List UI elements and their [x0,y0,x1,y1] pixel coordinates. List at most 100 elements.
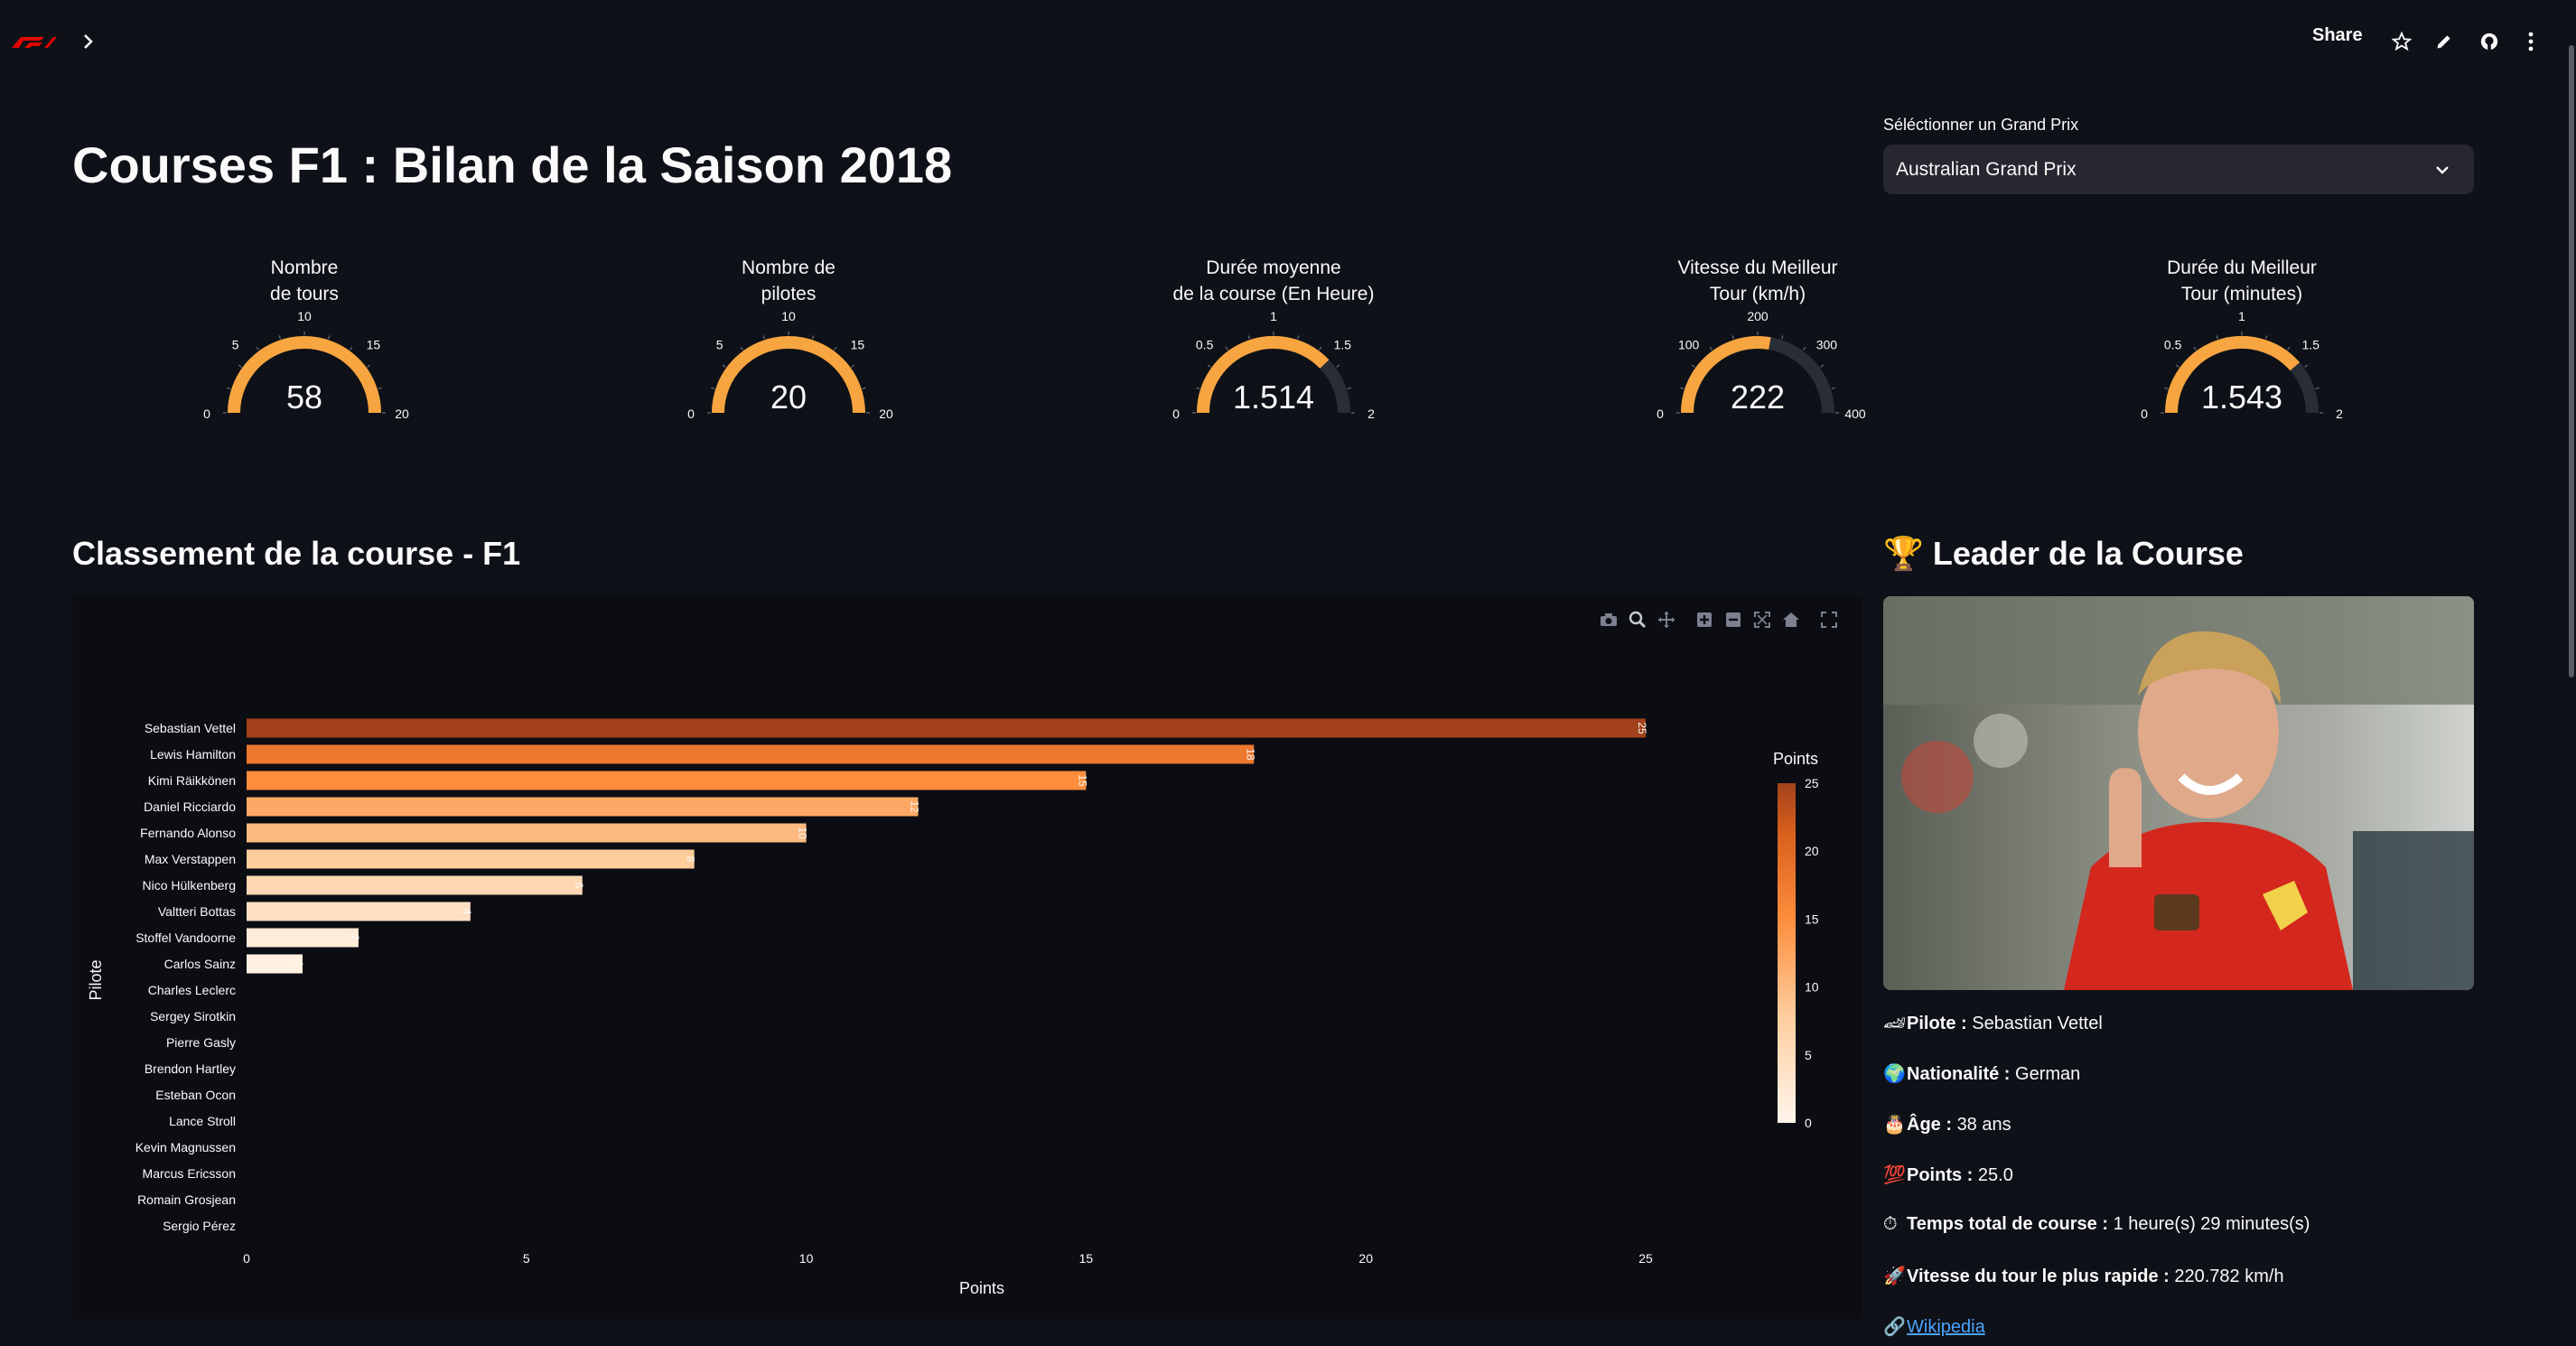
autoscale-icon[interactable] [1748,607,1777,632]
gp-select-value: Australian Grand Prix [1896,158,2077,180]
gauge-tick-mark [350,346,353,351]
y-tick-label: Stoffel Vandoorne [135,930,236,945]
bar[interactable] [247,902,471,921]
gauge-title: Durée moyenne de la course (En Heure) [1172,257,1375,304]
gauge-tick-label: 1 [2238,309,2245,323]
page-scrollbar[interactable] [2569,45,2574,678]
bar-value-label: 12 [909,800,921,813]
y-tick-label: Daniel Ricciardo [144,799,236,814]
gauge-bar [2165,336,2301,414]
github-icon[interactable] [2475,27,2504,56]
gauge-tick-mark [2287,346,2291,351]
gauge-tick-label: 1.5 [1334,338,1352,352]
gauge-tick-mark [2175,364,2179,368]
colorbar-tick-label: 25 [1805,776,1819,790]
y-tick-label: Romain Grosjean [137,1192,236,1207]
gauge-tick-label: 1 [1270,309,1277,323]
bar-value-label: 8 [685,856,697,863]
leader-photo [1883,596,2474,990]
zoom-icon[interactable] [1623,607,1652,632]
share-button[interactable]: Share [2312,25,2363,45]
gauge-title: Nombre de pilotes [742,257,835,304]
gp-select[interactable]: Australian Grand Prix [1883,145,2474,194]
gauge-tick-mark [1319,346,1322,351]
fullscreen-icon[interactable] [1815,607,1843,632]
gauge-4: Vitesse du Meilleur Tour (km/h) 0 100 200 300… [1613,255,1902,435]
gauge-tick-label: 0 [2141,407,2148,421]
zoom-out-icon[interactable] [1719,607,1748,632]
gauge-tick-label: 15 [367,338,381,352]
rocket-icon: 🚀 [1883,1267,1906,1286]
chevron-down-icon [2434,159,2450,181]
gauge-tick-label: 5 [232,338,239,352]
bar[interactable] [247,744,1255,764]
bar[interactable] [247,771,1087,790]
colorbar-tick-label: 15 [1805,911,1819,926]
more-vertical-icon[interactable] [2516,27,2545,56]
chevron-right-icon[interactable] [74,27,103,56]
y-tick-label: Nico Hülkenberg [143,878,237,893]
pan-icon[interactable] [1652,607,1681,632]
gauge-tick-mark [2193,346,2197,351]
gauge-title: Nombre de tours [270,257,339,304]
gauge-tick-label: 0 [1172,407,1180,421]
pencil-icon[interactable] [2430,27,2459,56]
leader-age: 🎂Âge : 38 ans [1883,1115,2011,1135]
hundred-points-icon: 💯 [1883,1165,1906,1185]
y-tick-label: Sebastian Vettel [145,721,236,735]
gauge-tick-label: 2 [1367,407,1375,421]
home-icon[interactable] [1777,607,1806,632]
y-tick-label: Kimi Räikkönen [148,773,236,788]
wikipedia-link[interactable]: Wikipedia [1907,1317,1985,1337]
gauge-tick-mark [834,346,837,351]
gauge-value: 222 [1731,379,1785,416]
race-car-icon: 🏎 [1883,1014,1907,1033]
star-icon[interactable] [2387,27,2416,56]
gauge-tick-mark [1207,364,1211,368]
leader-pilote: 🏎Pilote : Sebastian Vettel [1883,1014,2103,1033]
y-tick-label: Max Verstappen [145,852,236,866]
bar[interactable] [247,797,919,817]
gauge-tick-label: 300 [1816,338,1838,352]
chart-modebar [1594,607,1843,632]
bar-value-label: 18 [1244,748,1256,761]
gauge-tick-mark [2265,335,2268,340]
y-tick-label: Lewis Hamilton [150,747,236,762]
colorbar-title: Points [1773,750,1818,768]
leader-title: 🏆 Leader de la Course [1883,535,2244,572]
y-tick-label: Pierre Gasly [166,1035,236,1050]
y-tick-label: Carlos Sainz [164,957,236,971]
cake-icon: 🎂 [1883,1115,1906,1135]
y-axis-title: Pilote [87,959,105,1000]
y-tick-label: Marcus Ericsson [143,1166,236,1181]
ranking-title: Classement de la course - F1 [72,535,521,572]
bar[interactable] [247,718,1646,738]
bar[interactable] [247,823,807,843]
x-axis-title: Points [959,1279,1004,1297]
x-tick-label: 15 [1079,1251,1094,1266]
bar[interactable] [247,928,359,948]
f1-logo-icon[interactable] [7,27,58,56]
leader-nationalite: 🌍Nationalité : German [1883,1064,2081,1084]
y-tick-label: Esteban Ocon [155,1088,236,1102]
ranking-chart[interactable]: 25 18 15 12 10 8 6 4 2 1 Sebastian Vettel Lewis Ha… [72,596,1862,1319]
gauge-tick-mark [328,335,331,340]
gauge-5: Durée du Meilleur Tour (minutes) 0 0.5 1 1.5 2… [2097,255,2386,435]
zoom-in-icon[interactable] [1690,607,1719,632]
colorbar-tick-label: 20 [1805,844,1819,858]
bar[interactable] [247,849,695,869]
bar[interactable] [247,954,303,974]
gauge-tick-mark [2304,364,2309,368]
bar[interactable] [247,875,583,895]
camera-icon[interactable] [1594,607,1623,632]
gauge-value: 1.543 [2201,379,2282,416]
gauge-tick-label: 10 [781,309,796,323]
y-tick-label: Sergio Pérez [163,1219,236,1233]
leader-wikipedia: 🔗Wikipedia [1883,1315,1985,1338]
globe-icon: 🌍 [1883,1064,1906,1084]
gauge-tick-mark [367,364,371,368]
gauge-tick-mark [1297,335,1300,340]
stopwatch-icon: ⏱ [1883,1214,1898,1234]
gauge-tick-label: 15 [851,338,865,352]
gauge-bar [228,336,381,414]
